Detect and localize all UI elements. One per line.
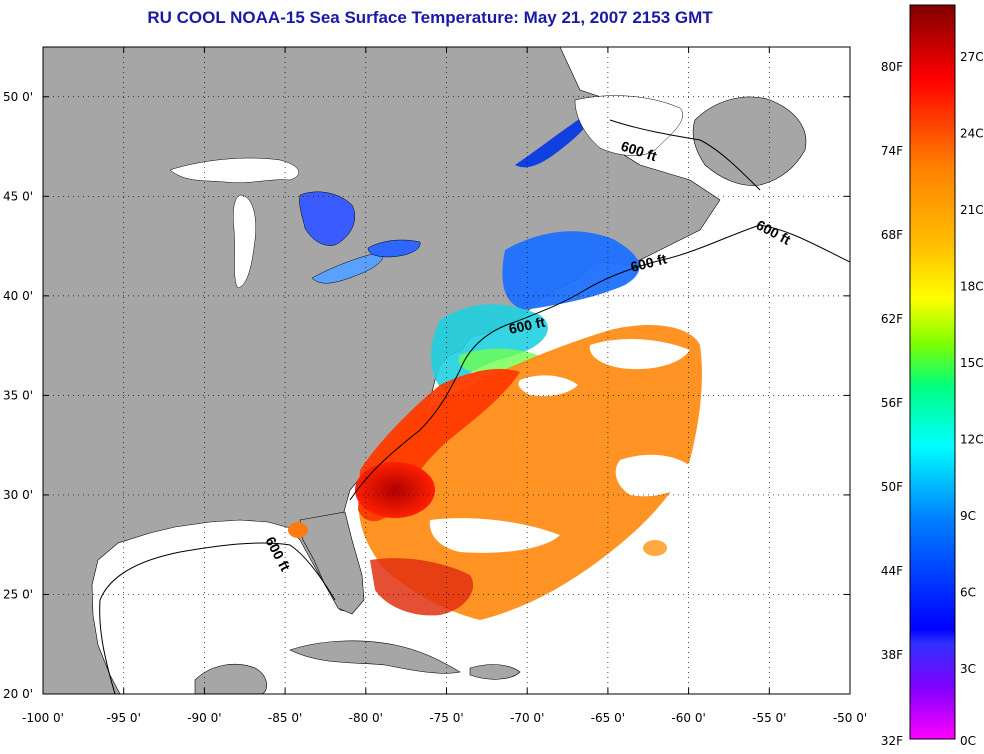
sst-bahamas-warm <box>370 558 474 616</box>
colorbar-c-label: 9C <box>960 509 976 523</box>
lat-tick-label: 20 0' <box>3 687 33 701</box>
depth-contour-north <box>609 119 761 191</box>
colorbar-f-label: 80F <box>881 60 903 74</box>
colorbar-c-label: 0C <box>960 734 976 748</box>
lat-tick-label: 45 0' <box>3 189 33 203</box>
land-florida <box>299 511 365 615</box>
land-hispaniola <box>469 664 521 680</box>
lake-huron <box>299 191 356 246</box>
cloud-gap-1 <box>589 338 690 370</box>
colorbar-c-label: 3C <box>960 662 976 676</box>
cloud-gap-2 <box>615 454 695 497</box>
sst-cold-gulf-of-maine <box>502 231 640 310</box>
colorbar-c-label: 24C <box>960 127 984 141</box>
map-title: RU COOL NOAA-15 Sea Surface Temperature:… <box>147 8 713 27</box>
colorbar-f-label: 50F <box>881 480 903 494</box>
sst-gulf-spot <box>288 522 308 538</box>
colorbar-f-label: 44F <box>881 564 903 578</box>
st-lawrence-river <box>515 112 592 168</box>
lat-tick-label: 50 0' <box>3 90 33 104</box>
cloud-gap-3 <box>429 518 560 553</box>
colorbar-f-label: 74F <box>881 144 903 158</box>
map-axes: -100 0' -95 0' -90 0' -85 0' -80 0' -75 0' -70… <box>3 47 867 725</box>
lon-tick-label: -100 0' <box>22 711 64 725</box>
colorbar-c-label: 15C <box>960 356 984 370</box>
lake-erie <box>311 251 384 284</box>
land-cuba <box>289 640 461 674</box>
colorbar-c-label: 18C <box>960 280 984 294</box>
depth-contour-atlantic <box>349 224 850 501</box>
lon-tick-label: -75 0' <box>429 711 463 725</box>
colorbar-f-label: 68F <box>881 228 903 242</box>
colorbar-f-label: 56F <box>881 396 903 410</box>
lon-tick-label: -55 0' <box>752 711 786 725</box>
sst-green-band <box>458 348 540 372</box>
lon-tick-label: -95 0' <box>107 711 141 725</box>
lake-ontario <box>367 239 421 258</box>
colorbar-gradient <box>909 4 956 740</box>
sst-offshore-spot <box>643 540 667 556</box>
colorbar-c-label: 6C <box>960 586 976 600</box>
depth-label-4: 600 ft <box>507 314 546 337</box>
lon-tick-label: -65 0' <box>591 711 625 725</box>
lat-tick-label: 30 0' <box>3 488 33 502</box>
lat-tick-label: 35 0' <box>3 388 33 402</box>
lake-superior <box>169 157 299 183</box>
lat-tick-label: 40 0' <box>3 289 33 303</box>
lon-tick-label: -50 0' <box>833 711 867 725</box>
lon-tick-label: -90 0' <box>187 711 221 725</box>
colorbar-c-label: 21C <box>960 203 984 217</box>
lon-tick-label: -80 0' <box>349 711 383 725</box>
lake-michigan <box>233 194 256 289</box>
lat-tick-label: 25 0' <box>3 587 33 601</box>
sst-warm-core <box>355 462 435 518</box>
colorbar-c-label: 12C <box>960 433 984 447</box>
colorbar-c-label: 27C <box>960 50 984 64</box>
colorbar-labels: 80F 74F 68F 62F 56F 50F 44F 38F 32F 27C 24C 21C 18C 1… <box>881 50 984 748</box>
lon-tick-label: -85 0' <box>268 711 302 725</box>
depth-contour-gulf <box>99 542 336 694</box>
lon-tick-label: -70 0' <box>510 711 544 725</box>
cloud-gap-4 <box>518 375 578 397</box>
lon-tick-label: -60 0' <box>671 711 705 725</box>
colorbar-f-label: 38F <box>881 648 903 662</box>
colorbar-f-label: 32F <box>881 734 903 748</box>
colorbar-f-label: 62F <box>881 312 903 326</box>
land-yucatan <box>194 663 268 694</box>
map-area: 600 ft 600 ft 600 ft 600 ft 600 ft <box>43 47 850 694</box>
